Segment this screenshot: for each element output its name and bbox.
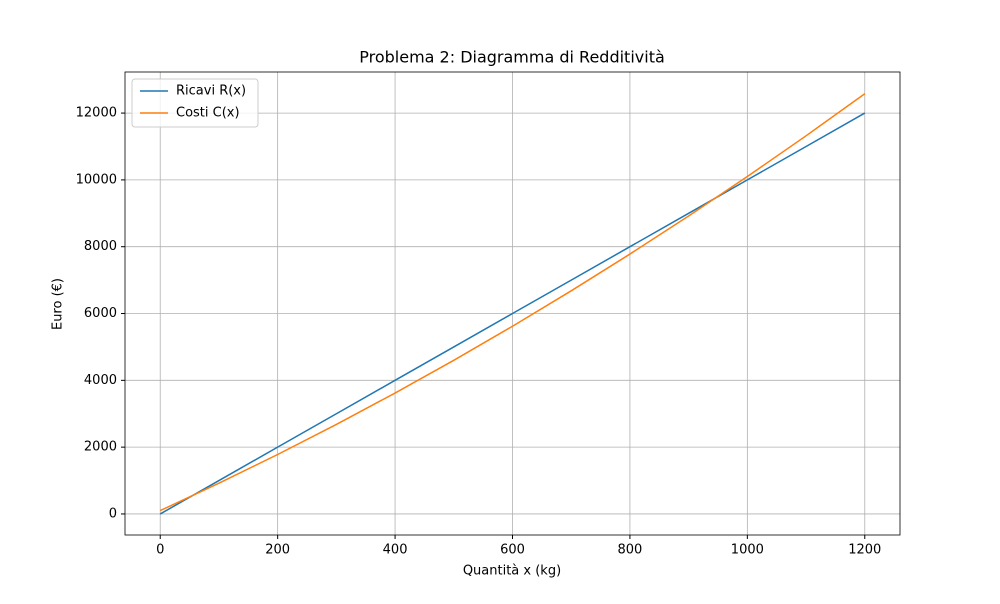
x-tick-label: 200 [265, 543, 290, 558]
legend-label: Ricavi R(x) [176, 84, 246, 99]
y-tick-label: 2000 [84, 440, 117, 455]
line [159, 112, 866, 515]
x-axis-label: Quantità x (kg) [463, 564, 561, 579]
line [159, 93, 866, 512]
y-tick-label: 6000 [84, 306, 117, 321]
y-tick-label: 4000 [84, 373, 117, 388]
legend: Ricavi R(x) Costi C(x) [131, 78, 259, 128]
chart-title: Problema 2: Diagramma di Redditività [359, 48, 665, 67]
y-tick-label: 12000 [76, 106, 117, 121]
legend-label: Costi C(x) [176, 106, 240, 121]
x-tick-label: 1200 [848, 543, 881, 558]
x-tick-label: 0 [156, 543, 164, 558]
x-tick-label: 600 [500, 543, 525, 558]
y-tick-label: 0 [109, 506, 117, 521]
y-tick-label: 10000 [76, 172, 117, 187]
x-tick-label: 400 [383, 543, 408, 558]
y-tick-label: 8000 [84, 239, 117, 254]
x-tick-label: 800 [618, 543, 643, 558]
plot-frame [124, 71, 901, 536]
y-axis-label: Euro (€) [51, 278, 66, 330]
x-tick-label: 1000 [731, 543, 764, 558]
